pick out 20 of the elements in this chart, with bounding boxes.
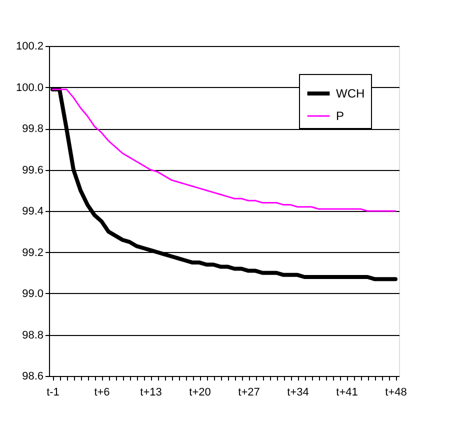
x-tick-label: t+34 bbox=[287, 386, 309, 398]
y-tick-label: 99.6 bbox=[22, 164, 44, 176]
legend-label: WCH bbox=[336, 86, 365, 100]
x-tick-label: t+20 bbox=[189, 386, 211, 398]
line-series bbox=[52, 88, 396, 212]
y-tick-label: 99.0 bbox=[22, 288, 44, 300]
y-tick-label: 99.2 bbox=[22, 246, 44, 259]
y-tick-label: 99.8 bbox=[22, 123, 44, 135]
x-tick-label: t-1 bbox=[46, 386, 60, 398]
x-tick-label: t+6 bbox=[94, 386, 110, 398]
x-tick-label: t+27 bbox=[238, 386, 260, 398]
y-tick-label: 98.6 bbox=[22, 370, 44, 382]
y-tick-label: 100.0 bbox=[16, 82, 44, 94]
x-tick-label: t+13 bbox=[140, 386, 162, 398]
legend-label: P bbox=[336, 109, 344, 123]
x-tick-label: t+48 bbox=[385, 386, 407, 398]
y-tick-label: 99.4 bbox=[22, 206, 44, 218]
y-tick-label: 100.2 bbox=[16, 40, 44, 52]
x-tick-label: t+41 bbox=[336, 386, 358, 398]
y-tick-label: 98.8 bbox=[22, 329, 44, 342]
